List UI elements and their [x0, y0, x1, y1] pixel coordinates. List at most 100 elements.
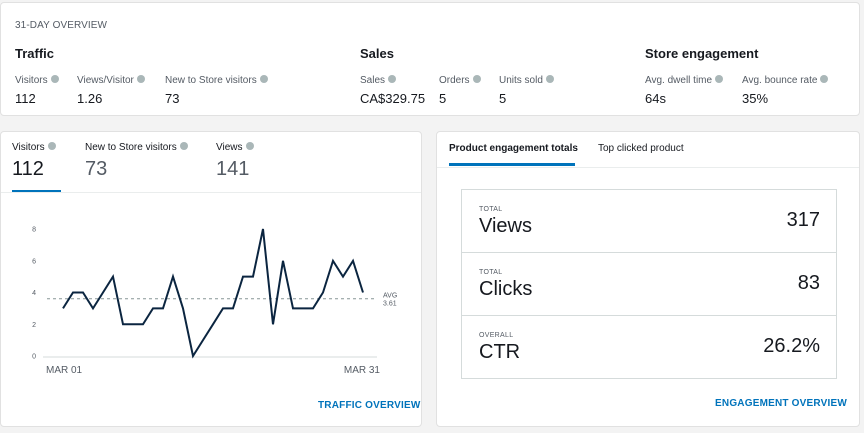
data-point[interactable] [360, 290, 366, 296]
data-point[interactable] [90, 305, 96, 311]
data-point[interactable] [320, 290, 326, 296]
total-row-ctr: OVERALL CTR 26.2% [462, 316, 836, 379]
info-icon[interactable] [50, 75, 59, 83]
total-row-clicks: TOTAL Clicks 83 [462, 253, 836, 316]
engagement-totals-list: TOTAL Views 317 TOTAL Clicks 83 OVERALL … [461, 189, 837, 379]
data-point[interactable] [260, 226, 266, 232]
engagement-card: Product engagement totals Top clicked pr… [436, 131, 860, 427]
tab-new-to-store-visitors[interactable]: New to Store visitors 73 [85, 142, 188, 181]
row-name: CTR [479, 341, 521, 363]
row-value: 317 [786, 209, 820, 231]
info-icon[interactable] [545, 75, 554, 83]
metric-value: 35% [742, 91, 769, 106]
data-point[interactable] [60, 305, 66, 311]
data-point[interactable] [150, 305, 156, 311]
metric-label: Avg. bounce rate [742, 75, 818, 86]
data-point[interactable] [70, 290, 76, 296]
engagement-overview-link[interactable]: ENGAGEMENT OVERVIEW [715, 398, 847, 409]
row-name: Clicks [479, 278, 533, 300]
overview-card: 31-DAY OVERVIEW Traffic Visitors 112 Vie… [0, 2, 860, 116]
metric-label: Sales [360, 75, 386, 86]
metric-label: New to Store visitors [165, 75, 257, 86]
total-row-views: TOTAL Views 317 [462, 190, 836, 253]
tab-label: Visitors [12, 142, 45, 153]
info-icon[interactable] [820, 75, 829, 83]
active-tab-indicator [12, 190, 61, 192]
sales-section-title: Sales [360, 46, 394, 61]
y-tick-label: 0 [32, 354, 36, 361]
average-label: AVG [383, 293, 397, 300]
metric-value: 5 [439, 91, 447, 106]
data-point[interactable] [170, 274, 176, 280]
traffic-chart-card: Visitors 112 New to Store visitors 73 Vi… [0, 131, 422, 427]
row-caption: TOTAL [479, 206, 503, 213]
tab-label: Views [216, 142, 243, 153]
metric-views-per-visitor: Views/Visitor 1.26 [77, 75, 145, 106]
data-point[interactable] [100, 290, 106, 296]
data-point[interactable] [160, 305, 166, 311]
data-point[interactable] [230, 305, 236, 311]
data-point[interactable] [120, 321, 126, 327]
data-point[interactable] [310, 305, 316, 311]
data-point[interactable] [270, 321, 276, 327]
metric-value: 64s [645, 91, 666, 106]
y-tick-label: 8 [32, 227, 36, 234]
tab-product-engagement-totals[interactable]: Product engagement totals [449, 143, 578, 154]
data-point[interactable] [210, 321, 216, 327]
data-point[interactable] [140, 321, 146, 327]
metric-value: 112 [15, 91, 36, 106]
info-icon[interactable] [136, 75, 145, 83]
data-point[interactable] [350, 258, 356, 264]
row-caption: OVERALL [479, 332, 514, 339]
metric-avg-dwell-time: Avg. dwell time 64s [645, 75, 724, 106]
metric-value: CA$329.75 [360, 91, 426, 106]
data-point[interactable] [190, 353, 196, 359]
info-icon[interactable] [179, 142, 188, 150]
tab-top-clicked-product[interactable]: Top clicked product [598, 143, 684, 154]
tab-value: 112 [12, 158, 44, 180]
data-point[interactable] [240, 274, 246, 280]
tab-label: New to Store visitors [85, 142, 177, 153]
metric-label: Units sold [499, 75, 543, 86]
active-tab-indicator [449, 163, 575, 166]
average-value: 3.61 [383, 301, 397, 308]
data-point[interactable] [280, 258, 286, 264]
data-point[interactable] [300, 305, 306, 311]
info-icon[interactable] [47, 142, 56, 150]
tab-value: 73 [85, 158, 108, 180]
y-tick-label: 6 [32, 258, 36, 265]
visitors-line-chart: 0 2 4 6 8 AVG 3.61 MAR 01 MAR 31 [32, 226, 397, 377]
data-point[interactable] [110, 274, 116, 280]
info-icon[interactable] [245, 142, 254, 150]
metric-label: Orders [439, 75, 470, 86]
overview-label: 31-DAY OVERVIEW [15, 20, 108, 31]
x-tick-label-start: MAR 01 [46, 365, 83, 376]
data-point[interactable] [200, 337, 206, 343]
info-icon[interactable] [259, 75, 268, 83]
engagement-section-title: Store engagement [645, 46, 759, 61]
tab-value: 141 [216, 158, 250, 180]
data-point[interactable] [220, 305, 226, 311]
row-value: 83 [797, 272, 820, 294]
info-icon[interactable] [472, 75, 481, 83]
data-point[interactable] [330, 258, 336, 264]
data-point[interactable] [250, 274, 256, 280]
traffic-overview-link[interactable]: TRAFFIC OVERVIEW [318, 400, 421, 411]
info-icon[interactable] [388, 75, 397, 83]
data-point[interactable] [340, 274, 346, 280]
row-name: Views [479, 215, 532, 237]
tab-views[interactable]: Views 141 [216, 142, 254, 181]
metric-orders: Orders 5 [439, 75, 481, 106]
data-point[interactable] [290, 305, 296, 311]
metric-avg-bounce-rate: Avg. bounce rate 35% [742, 75, 829, 106]
tab-visitors[interactable]: Visitors 112 [12, 142, 56, 181]
row-value: 26.2% [763, 335, 820, 357]
data-point[interactable] [180, 305, 186, 311]
engagement-tabs: Product engagement totals Top clicked pr… [437, 132, 859, 168]
data-point[interactable] [80, 290, 86, 296]
y-tick-label: 2 [32, 322, 36, 329]
info-icon[interactable] [715, 75, 724, 83]
metric-label: Views/Visitor [77, 75, 134, 86]
data-point[interactable] [130, 321, 136, 327]
metric-sales: Sales CA$329.75 [360, 75, 425, 106]
